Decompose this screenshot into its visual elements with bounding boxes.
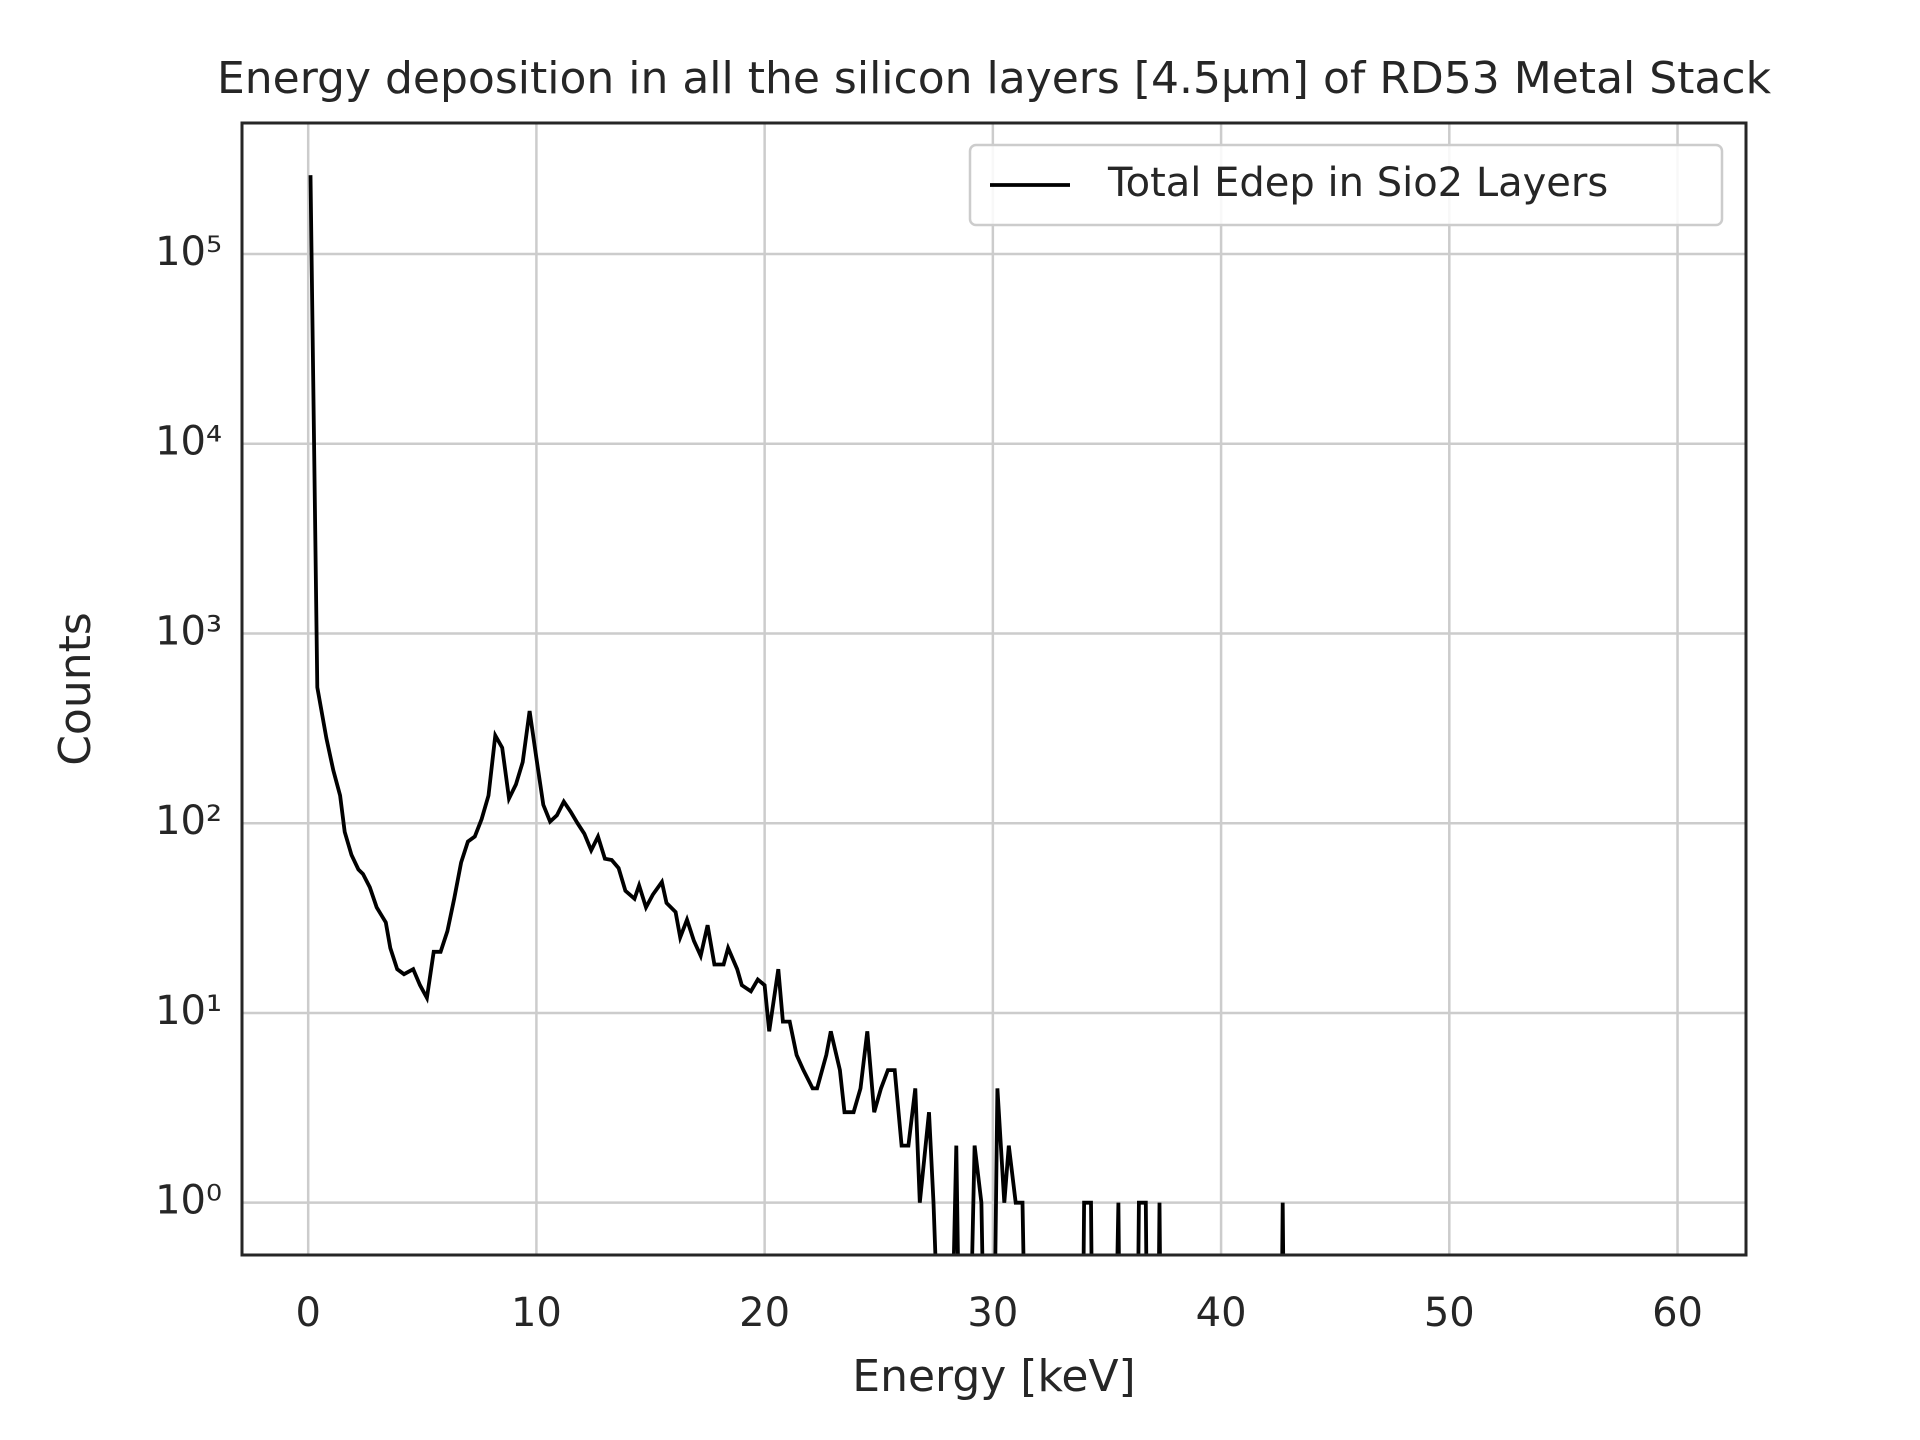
y-tick-label: 10⁴	[155, 419, 222, 465]
data-line	[308, 175, 1286, 1255]
x-tick-label: 0	[295, 1290, 320, 1336]
x-tick-label: 10	[511, 1290, 562, 1336]
y-axis-label: Counts	[50, 612, 101, 766]
y-tick-label: 10³	[155, 608, 222, 654]
legend-box	[968, 143, 1724, 227]
y-tick-label: 10⁰	[155, 1178, 222, 1224]
axes-frame	[240, 121, 1748, 1257]
x-tick-label: 30	[967, 1290, 1018, 1336]
x-tick-label: 50	[1424, 1290, 1475, 1336]
legend-label: Total Edep in Sio2 Layers	[1107, 160, 1608, 206]
x-axis-label: Energy [keV]	[852, 1351, 1135, 1402]
x-tick-label: 20	[739, 1290, 790, 1336]
tick-labels: 0 10 20 30 40 50 60 10⁰ 10¹ 10² 10³ 10⁴ 10⁵	[155, 229, 1703, 1336]
grid	[242, 123, 1746, 1255]
x-tick-label: 40	[1196, 1290, 1247, 1336]
chart-title: Energy deposition in all the silicon lay…	[217, 53, 1772, 104]
y-tick-label: 10⁵	[155, 229, 222, 275]
x-tick-label: 60	[1652, 1290, 1703, 1336]
y-tick-label: 10²	[155, 798, 222, 844]
y-tick-label: 10¹	[155, 988, 222, 1034]
legend: Total Edep in Sio2 Layers	[968, 143, 1724, 227]
plot-area	[308, 175, 1286, 1255]
